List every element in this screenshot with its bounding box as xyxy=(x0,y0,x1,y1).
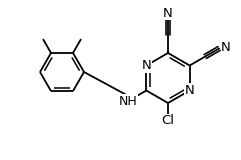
Text: N: N xyxy=(185,84,194,97)
Text: Cl: Cl xyxy=(161,115,174,128)
Text: N: N xyxy=(163,7,173,20)
Text: NH: NH xyxy=(119,95,137,108)
Text: N: N xyxy=(141,59,151,72)
Text: N: N xyxy=(221,41,231,54)
